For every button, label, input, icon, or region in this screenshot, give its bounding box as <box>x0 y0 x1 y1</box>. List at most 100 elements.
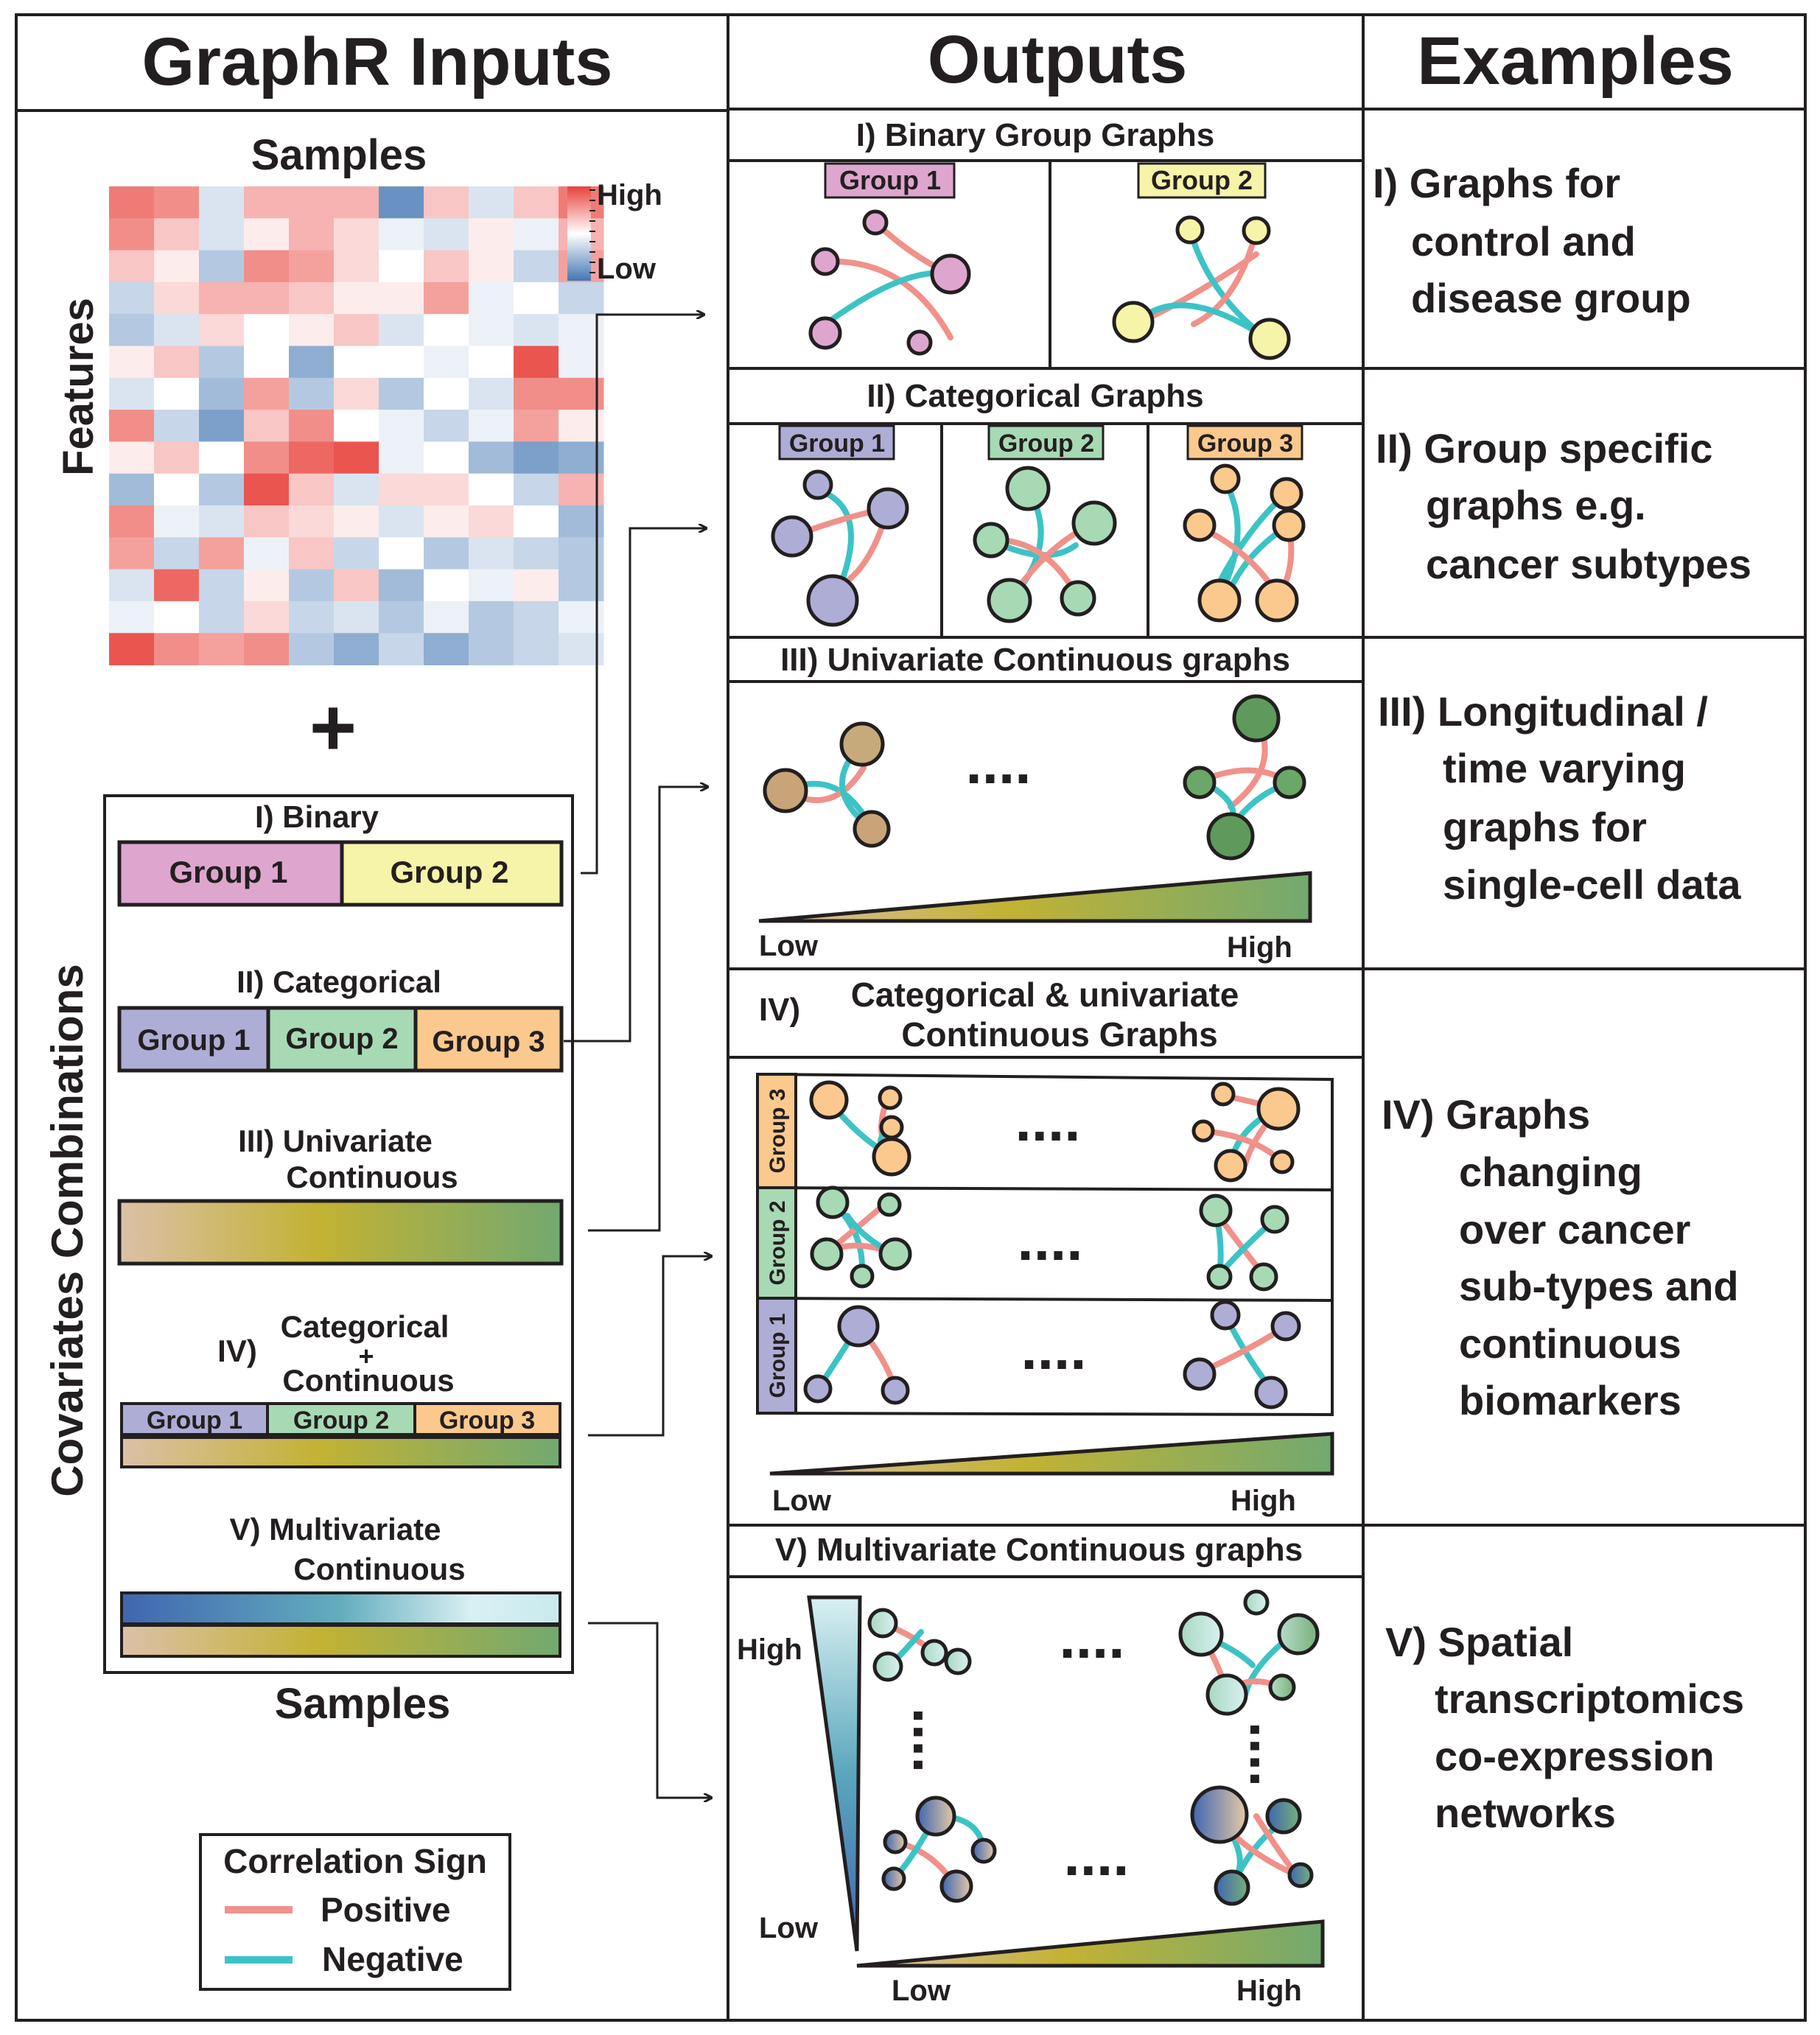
cov-univariate-title-2: Continuous <box>286 1160 458 1194</box>
heatmap-cell <box>379 314 424 346</box>
out-binary-tag2-label: Group 2 <box>1151 165 1253 195</box>
heatmap-cell <box>424 537 469 570</box>
heatmap-cell <box>199 218 245 251</box>
heatmap-cell <box>514 569 559 602</box>
heatmap-cell <box>424 314 469 346</box>
out-multi-vdots-left: .... <box>901 1708 967 1773</box>
graph-node <box>853 810 891 848</box>
graph-node <box>1287 1862 1314 1888</box>
cov-catcont-line3: Continuous <box>282 1363 454 1398</box>
graph-node <box>850 1264 875 1289</box>
cov-catcont-group1-label: Group 1 <box>147 1407 242 1435</box>
heatmap-cell <box>289 250 335 283</box>
heatmap-cell <box>154 473 200 506</box>
graph-multi-bottom-high <box>1190 1785 1314 1906</box>
cov-catcont-line1: Categorical <box>281 1309 449 1344</box>
graph-node <box>771 515 813 558</box>
heatmap-cell <box>244 537 290 570</box>
out-multi-dots-bottom: .... <box>1064 1822 1130 1888</box>
heatmap-cell <box>379 600 424 634</box>
heatmap-cell <box>334 505 379 538</box>
out-multi-low-v: Low <box>759 1912 819 1944</box>
graph-cat-group1 <box>771 469 909 627</box>
correlation-legend: Correlation Sign Positive Negative <box>199 1833 511 1991</box>
graph-node <box>877 1192 902 1217</box>
heatmap-cell <box>334 537 379 570</box>
graph-node <box>1232 694 1281 743</box>
heatmap-cell <box>379 186 424 219</box>
example-4-line-1: IV) Graphs <box>1382 1091 1590 1138</box>
heatmap-cell <box>334 218 379 251</box>
cov-cat-group3-label: Group 3 <box>432 1026 545 1058</box>
network-graphs <box>763 209 1320 1906</box>
graph-node <box>883 1829 908 1854</box>
heatmap-cell <box>514 250 559 283</box>
example-2-line-3: cancer subtypes <box>1426 541 1751 587</box>
heatmap-cell <box>244 314 290 346</box>
heatmap-cell <box>199 569 245 602</box>
example-1-line-2: control and <box>1411 218 1636 265</box>
heatmap-cell <box>514 410 559 442</box>
heatmap-cell <box>154 569 200 602</box>
heatmap-cell <box>379 473 424 506</box>
header-outputs: Outputs <box>928 22 1188 97</box>
heatmap-cell <box>244 441 290 474</box>
example-2-line-2: graphs e.g. <box>1426 482 1646 528</box>
out-catcont-row3-label: Group 3 <box>766 1088 790 1173</box>
example-4-line-2: changing <box>1459 1149 1642 1195</box>
heatmap-cell <box>199 600 245 634</box>
heatmap-cell <box>289 410 335 442</box>
heatmap-cell <box>379 505 424 538</box>
example-5-line-4: networks <box>1435 1790 1616 1836</box>
out-binary-tag1-label: Group 1 <box>839 165 941 195</box>
heatmap-cell <box>379 633 424 665</box>
graph-node <box>1248 318 1291 360</box>
graph-node <box>763 768 808 813</box>
heatmap-cell <box>289 505 335 538</box>
heatmap-cell <box>289 346 335 379</box>
heatmap-cell <box>469 186 514 219</box>
heatmap-cell <box>109 186 155 219</box>
heatmap-cell <box>334 377 379 410</box>
out-catcont-row1-tag <box>756 1297 797 1415</box>
graph-edge <box>1191 228 1259 327</box>
heatmap-cell <box>244 346 290 379</box>
cov-multi-title-2: Continuous <box>293 1552 465 1586</box>
heatmap-cell <box>424 505 469 538</box>
heatmap-cell <box>334 346 379 379</box>
cov-binary-title: I) Binary <box>255 799 379 834</box>
graph-node <box>1256 1087 1301 1131</box>
out-multi-high-h: High <box>1236 1975 1302 2007</box>
example-categorical: II) Group specific graphs e.g. cancer su… <box>1376 425 1751 587</box>
graph-node <box>808 316 842 350</box>
cov-catcont-prefix: IV) <box>217 1334 257 1368</box>
cov-binary-group1-label: Group 1 <box>169 855 287 889</box>
example-binary: I) Graphs for control and disease group <box>1373 160 1691 321</box>
graph-node <box>1277 1613 1320 1656</box>
heatmap-cell <box>244 410 290 442</box>
heatmap-cell <box>514 218 559 251</box>
heatmap-cell <box>289 441 335 474</box>
graph-node <box>1183 508 1217 542</box>
heatmap-cell <box>289 377 335 410</box>
cov-catcont-group2-label: Group 2 <box>293 1407 389 1435</box>
graph-node <box>1254 1376 1288 1409</box>
graph-node <box>1242 216 1271 245</box>
graph-binary-group1 <box>808 209 971 356</box>
heatmap-cell <box>289 473 335 506</box>
example-3-line-4: single-cell data <box>1443 861 1741 908</box>
out-catcont-row2-label: Group 2 <box>766 1200 790 1285</box>
heatmap-cell <box>244 218 290 251</box>
heatmap-cell <box>334 281 379 315</box>
example-categorical-continuous: IV) Graphs changing over cancer sub-type… <box>1382 1091 1739 1423</box>
out-multi-title: V) Multivariate Continuous graphs <box>775 1532 1303 1568</box>
heatmap-cell <box>289 186 335 219</box>
heatmap-cell <box>199 505 245 538</box>
graph-node <box>1211 1082 1236 1107</box>
out-catcont-dots-3: .... <box>1015 1087 1081 1153</box>
heatmap-cell <box>334 600 379 634</box>
heatmap-cell <box>514 441 559 474</box>
heatmap-cell <box>199 377 245 410</box>
heatmap-cell <box>109 505 155 538</box>
graph-cat-group2 <box>973 466 1117 623</box>
